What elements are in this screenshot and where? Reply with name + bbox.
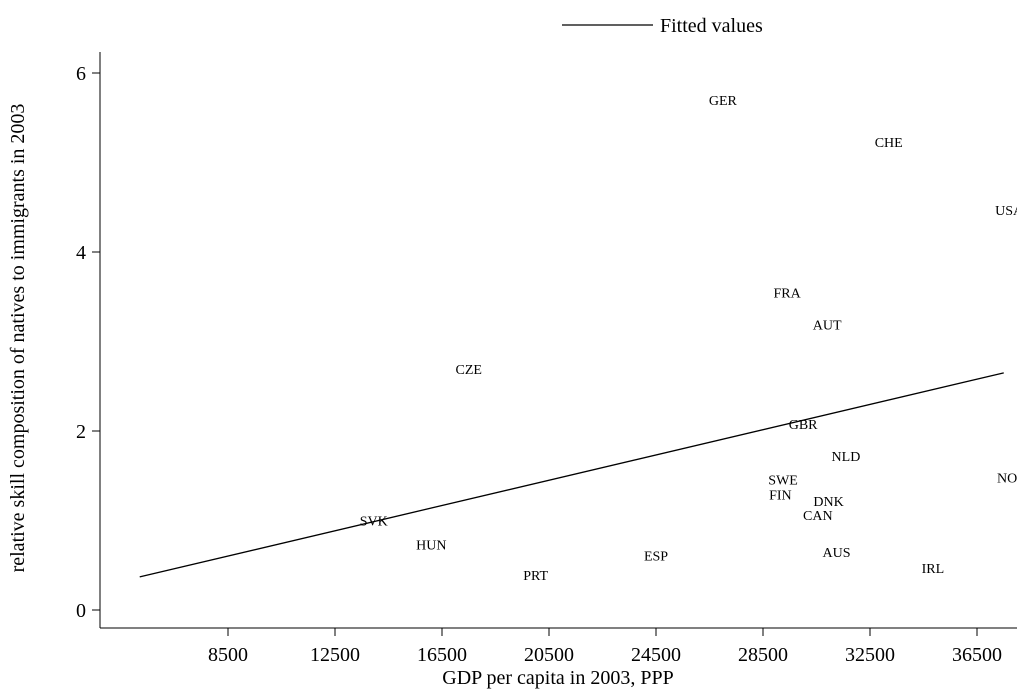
- x-tick-label: 24500: [631, 644, 681, 666]
- fitted-line: [139, 372, 1004, 578]
- point-label-dnk: DNK: [813, 495, 843, 510]
- y-tick-label: 6: [76, 63, 86, 85]
- x-tick-label: 20500: [524, 644, 574, 666]
- y-axis: 0 2 4 6: [76, 52, 101, 628]
- point-label-nor: NOR: [997, 472, 1017, 487]
- x-tick-label: 36500: [952, 644, 1002, 666]
- point-label-aut: AUT: [813, 318, 842, 333]
- point-label-svk: SVK: [360, 515, 388, 530]
- point-label-swe: SWE: [768, 473, 798, 488]
- point-label-hun: HUN: [416, 539, 446, 554]
- point-label-prt: PRT: [523, 569, 548, 584]
- y-tick-label: 2: [76, 421, 86, 443]
- x-axis-title: GDP per capita in 2003, PPP: [442, 667, 673, 689]
- x-tick-label: 8500: [208, 644, 248, 666]
- x-tick-label: 32500: [845, 644, 895, 666]
- point-label-esp: ESP: [644, 549, 668, 564]
- point-label-cze: CZE: [456, 363, 482, 378]
- y-axis-title: relative skill composition of natives to…: [7, 104, 29, 573]
- point-label-fra: FRA: [773, 286, 801, 301]
- point-label-can: CAN: [803, 509, 833, 524]
- x-axis: 8500 12500 16500 20500 24500 28500 32500 36500: [100, 627, 1017, 666]
- point-label-aus: AUS: [823, 546, 851, 561]
- y-tick-label: 4: [76, 242, 86, 264]
- point-label-usa: USA: [995, 204, 1017, 219]
- x-tick-label: 12500: [310, 644, 360, 666]
- point-label-fin: FIN: [769, 489, 792, 504]
- point-label-che: CHE: [875, 136, 903, 151]
- x-tick-label: 28500: [738, 644, 788, 666]
- point-label-gbr: GBR: [789, 418, 818, 433]
- point-label-ger: GER: [709, 94, 738, 109]
- x-tick-label: 16500: [417, 644, 467, 666]
- legend: Fitted values: [562, 15, 763, 37]
- legend-entry-fitted-values: Fitted values: [660, 15, 763, 37]
- point-label-irl: IRL: [922, 562, 945, 577]
- point-label-nld: NLD: [832, 450, 861, 465]
- y-tick-label: 0: [76, 600, 86, 622]
